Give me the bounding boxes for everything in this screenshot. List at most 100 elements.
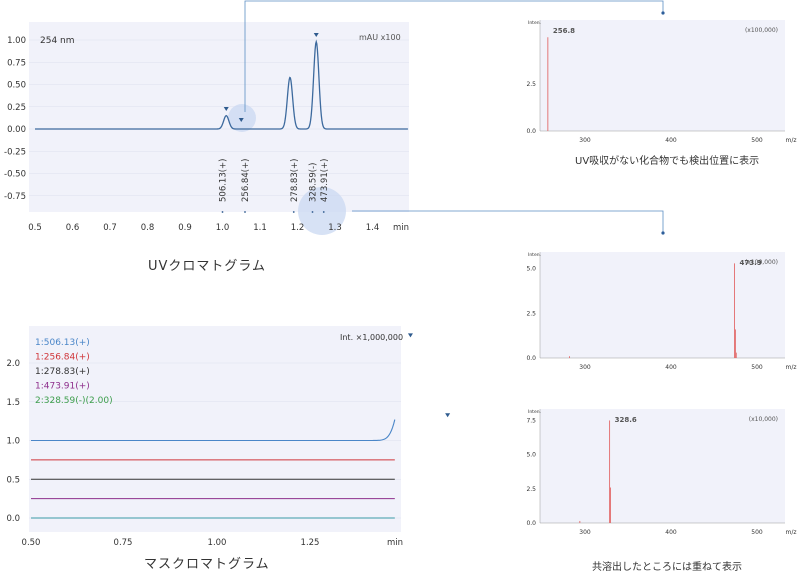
mass-peak-marker (445, 413, 451, 418)
mass-x-tick-labels: 0.50 0.75 1.00 1.25 min (22, 538, 403, 548)
spectrum-x-tick-label: 400 (665, 364, 677, 371)
uv-x-tick-label: 0.5 (28, 223, 42, 233)
uv-y-tick-label: 0.50 (7, 81, 26, 91)
uv-x-tick-label: 0.7 (103, 223, 117, 233)
uv-x-tick-label: 1.1 (253, 223, 267, 233)
mass-y-tick-label: 1.5 (6, 398, 20, 408)
spectrum-plot-area (540, 252, 785, 358)
uv-peak-label: 473.91(+) (320, 159, 330, 203)
mass-y-tick-label: 0.5 (6, 475, 20, 485)
spectrum-x-tick-label: 500 (751, 137, 763, 144)
spectrum-1-caption: UV吸収がない化合物でも検出位置に表示 (575, 154, 759, 167)
mass-caption: マスクロマトグラム (144, 557, 270, 572)
mass-peak-marker (407, 333, 413, 338)
uv-y-tick-label: 1.00 (7, 36, 26, 46)
mass-legend-item: 2:328.59(-)(2.00) (35, 396, 113, 406)
uv-peak-label-dot (311, 211, 314, 213)
mass-chart: 2.0 1.5 1.0 0.5 0.0 0.50 0.75 1.00 1.25 min 1:50… (6, 326, 607, 572)
spectrum-y-tick-label: 2.5 (526, 81, 536, 88)
spectrum-y-tick-label: 7.5 (526, 417, 536, 424)
spectrum-y-tick-label: 5.0 (526, 266, 536, 273)
spectrum-plot-area (540, 409, 785, 523)
uv-chart: 1.000.750.500.250.00-0.25-0.50-0.75 0.5 0… (4, 22, 409, 274)
mass-legend-item: 1:278.83(+) (35, 367, 90, 377)
uv-x-tick-label: 0.8 (141, 223, 155, 233)
uv-x-tick-label: 1.3 (328, 223, 342, 233)
spectrum-x-tick-label: 500 (751, 364, 763, 371)
mass-spectrum-3: 300 400 500 m/z 7.5 5.0 2.5 0.0 Inten. (x10,000) 3… (526, 409, 797, 536)
spectrum-x-tick-label: 300 (579, 364, 591, 371)
uv-trace (35, 39, 408, 130)
mass-legend-item: 1:256.84(+) (35, 353, 90, 363)
connector-line-1 (244, 0, 664, 112)
uv-y-tick-labels: 1.00 0.75 0.50 0.25 0.00 -0.25 -0.50 -0.75 (4, 36, 26, 202)
uv-peak-label: 328.59(-) (309, 163, 319, 202)
uv-grid (29, 39, 409, 197)
uv-peak-label-dot (322, 211, 325, 213)
uv-plot-area (29, 22, 409, 212)
spectrum-x-axis-label: m/z (785, 529, 796, 536)
mass-legend-item: 1:506.13(+) (35, 338, 90, 348)
mass-y-tick-label: 2.0 (6, 359, 20, 369)
spectrum-peak-label: 256.8 (553, 27, 575, 35)
mass-x-tick-label: 1.00 (208, 538, 227, 548)
uv-x-tick-label: 1.4 (366, 223, 380, 233)
spectrum-plot-area (540, 20, 785, 131)
uv-x-tick-labels: 0.5 0.6 0.7 0.8 0.9 1.0 1.1 1.2 1.3 1.4 min (28, 223, 409, 233)
uv-y-tick-label: -0.75 (4, 192, 26, 202)
spectrum-scale-label: (x100,000) (745, 27, 778, 34)
mass-x-tick-label: 0.75 (114, 538, 133, 548)
uv-peak-marker (313, 33, 319, 37)
spectrum-peak-label: 328.6 (615, 416, 637, 424)
connector-line-2 (352, 210, 664, 233)
mass-x-tick-label: 0.50 (22, 538, 41, 548)
connector-dot-2 (661, 231, 665, 235)
mass-y-tick-labels: 2.0 1.5 1.0 0.5 0.0 (6, 359, 20, 524)
spectrum-y-tick-label: 0.0 (526, 128, 536, 135)
uv-peak-marker (238, 118, 244, 122)
spectrum-y-tick-label: 0.0 (526, 520, 536, 527)
spectrum-x-tick-label: 400 (665, 529, 677, 536)
spectrum-x-tick-label: 400 (665, 137, 677, 144)
spectrum-x-tick-label: 300 (579, 529, 591, 536)
uv-peak-label: 506.13(+) (219, 159, 229, 203)
spectrum-y-tick-label: 5.0 (526, 452, 536, 459)
connector-dot-1 (661, 11, 665, 15)
uv-peak-labels: 506.13(+) 256.84(+) 278.83(+) 328.59(-) 473.… (219, 159, 330, 213)
spectrum-y-tick-label: 0.0 (526, 355, 536, 362)
mass-x-tick-label: min (387, 538, 403, 548)
uv-peak-markers (223, 33, 319, 122)
uv-peak-label-dot (292, 211, 295, 213)
uv-y-tick-label: -0.25 (4, 147, 26, 157)
uv-unit-label: mAU x100 (359, 33, 401, 42)
spectrum-y-axis-label: Inten. (528, 252, 541, 258)
mass-spectrum-2: 300 400 500 m/z 5.0 2.5 0.0 Inten. (x100,000)473… (526, 252, 797, 371)
uv-y-tick-label: 0.00 (7, 125, 26, 135)
uv-peak-label: 256.84(+) (241, 159, 251, 203)
uv-x-tick-label: 0.9 (178, 223, 192, 233)
mass-intensity-label: Int. ×1,000,000 (340, 333, 403, 342)
uv-peak-label-dot (244, 211, 246, 213)
uv-caption: UVクロマトグラム (148, 259, 266, 274)
mass-series (31, 419, 396, 519)
mass-y-tick-label: 0.0 (6, 514, 20, 524)
spectrum-scale-label: (x10,000) (749, 416, 778, 423)
connectors (244, 0, 665, 235)
mass-legend-item: 1:473.91(+) (35, 382, 90, 392)
spectrum-3-caption: 共溶出したところには重ねて表示 (592, 560, 742, 573)
uv-x-tick-label: 1.2 (291, 223, 305, 233)
mass-plot-area (29, 326, 401, 532)
uv-y-tick-label: 0.25 (7, 103, 26, 113)
uv-x-axis-label: min (393, 223, 409, 233)
mass-legend: 1:506.13(+) 1:256.84(+) 1:278.83(+) 1:473.9… (35, 338, 113, 406)
uv-y-tick-label: -0.50 (4, 170, 26, 180)
spectrum-x-axis-label: m/z (785, 364, 796, 371)
spectrum-y-axis-label: Inten. (528, 409, 541, 415)
uv-peak-label-dot (221, 211, 224, 213)
spectrum-x-tick-label: 300 (579, 137, 591, 144)
spectrum-y-tick-label: 2.5 (526, 310, 536, 317)
uv-peak-label: 278.83(+) (290, 159, 300, 203)
mass-spectrum-1: 300 400 500 m/z 2.5 0.0 Inten. (x100,000) 256.8 (526, 20, 797, 144)
spectrum-x-axis-label: m/z (785, 137, 796, 144)
